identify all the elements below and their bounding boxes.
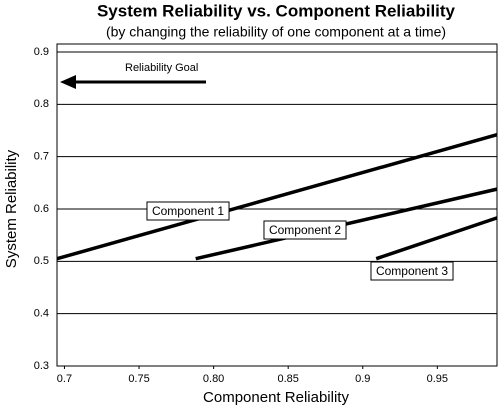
series-label-box xyxy=(146,201,230,221)
x-tick-label: 0.9 xyxy=(355,373,370,385)
y-axis-label: System Reliability xyxy=(3,149,20,268)
x-tick-label: 0.75 xyxy=(128,373,149,385)
series-line xyxy=(375,216,498,261)
y-tick-label: 0.7 xyxy=(34,151,49,163)
y-tick-label: 0.9 xyxy=(34,46,49,58)
x-tick-label: 0.85 xyxy=(277,373,298,385)
chart-title: System Reliability vs. Component Reliabi… xyxy=(97,1,456,20)
series-label: Component 2 xyxy=(269,223,341,237)
chart-subtitle: (by changing the reliability of one comp… xyxy=(106,24,446,40)
series-line xyxy=(56,133,498,261)
annotation: Reliability Goal xyxy=(125,62,198,74)
series-label: Component 1 xyxy=(152,204,224,218)
series-label: Component 3 xyxy=(376,264,448,278)
goal-arrowhead xyxy=(60,75,76,89)
x-tick-label: 0.7 xyxy=(57,373,72,385)
plot-frame xyxy=(56,43,498,367)
y-tick-label: 0.5 xyxy=(34,255,49,267)
y-tick-label: 0.8 xyxy=(34,98,49,110)
y-tick-label: 0.3 xyxy=(34,360,49,372)
x-tick-label: 0.80 xyxy=(203,373,224,385)
y-tick-label: 0.4 xyxy=(34,308,49,320)
x-tick-label: 0.95 xyxy=(427,373,448,385)
series-label-box xyxy=(370,261,454,281)
x-axis-label: Component Reliability xyxy=(203,389,349,406)
y-tick-label: 0.6 xyxy=(34,203,49,215)
series-label-box xyxy=(263,220,347,240)
